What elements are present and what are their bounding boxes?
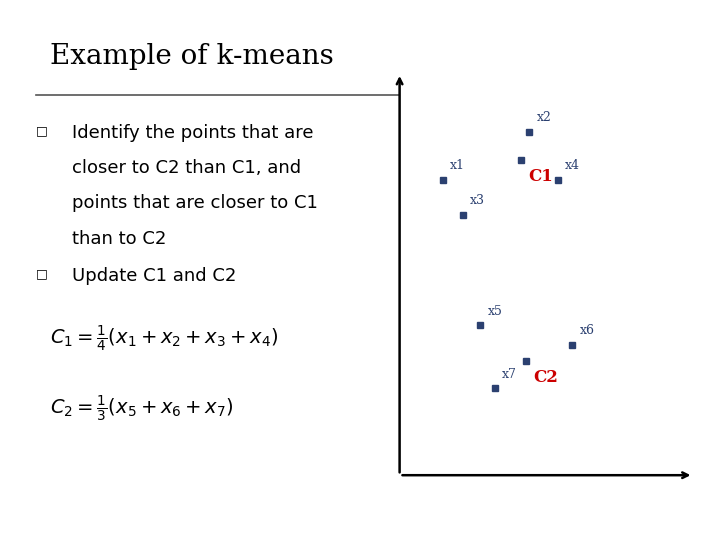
Text: $C_2 = \frac{1}{3}(x_5 + x_6 + x_7)$: $C_2 = \frac{1}{3}(x_5 + x_6 + x_7)$ — [50, 394, 234, 424]
Text: Identify the points that are: Identify the points that are — [72, 124, 313, 142]
Text: closer to C2 than C1, and: closer to C2 than C1, and — [72, 159, 301, 177]
Text: x6: x6 — [580, 324, 595, 337]
Text: Update C1 and C2: Update C1 and C2 — [72, 267, 236, 285]
Text: x4: x4 — [565, 159, 580, 172]
Text: x1: x1 — [450, 159, 465, 172]
Text: $C_1 = \frac{1}{4}(x_1 + x_2 + x_3 + x_4)$: $C_1 = \frac{1}{4}(x_1 + x_2 + x_3 + x_4… — [50, 324, 279, 354]
Text: than to C2: than to C2 — [72, 230, 166, 247]
Text: □: □ — [36, 124, 48, 137]
Text: x5: x5 — [487, 305, 503, 318]
Text: C1: C1 — [528, 168, 552, 185]
Text: C2: C2 — [534, 369, 559, 386]
Text: x7: x7 — [502, 368, 517, 381]
Text: Example of k-means: Example of k-means — [50, 43, 334, 70]
Text: □: □ — [36, 267, 48, 280]
Text: x2: x2 — [536, 111, 552, 124]
Text: x3: x3 — [470, 194, 485, 207]
Text: points that are closer to C1: points that are closer to C1 — [72, 194, 318, 212]
